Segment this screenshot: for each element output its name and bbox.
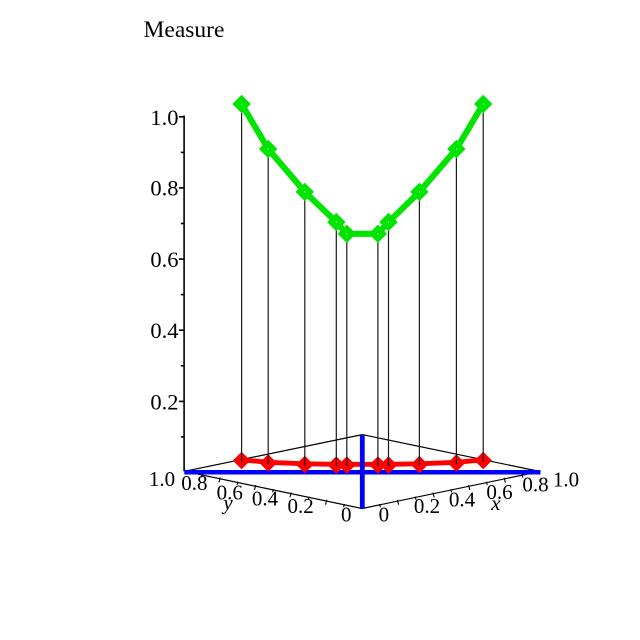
svg-text:0.6: 0.6: [217, 481, 243, 505]
svg-text:0.2: 0.2: [414, 494, 440, 518]
svg-text:1.0: 1.0: [150, 105, 178, 130]
svg-text:0.8: 0.8: [522, 473, 548, 497]
svg-text:1.0: 1.0: [149, 467, 175, 491]
svg-text:0: 0: [341, 502, 352, 526]
svg-text:y: y: [221, 490, 233, 514]
svg-text:0.8: 0.8: [150, 176, 178, 201]
svg-text:Measure: Measure: [144, 17, 225, 43]
svg-text:0: 0: [379, 502, 390, 526]
svg-text:0.4: 0.4: [150, 318, 178, 343]
svg-text:0.6: 0.6: [486, 480, 512, 504]
svg-text:x: x: [490, 491, 501, 515]
svg-text:1.0: 1.0: [553, 467, 579, 491]
svg-text:0.8: 0.8: [181, 471, 207, 495]
svg-text:0.4: 0.4: [449, 487, 476, 511]
svg-text:0.2: 0.2: [287, 494, 313, 518]
svg-text:0.6: 0.6: [150, 247, 178, 272]
svg-text:0.2: 0.2: [150, 389, 178, 414]
svg-text:0.4: 0.4: [252, 486, 279, 510]
